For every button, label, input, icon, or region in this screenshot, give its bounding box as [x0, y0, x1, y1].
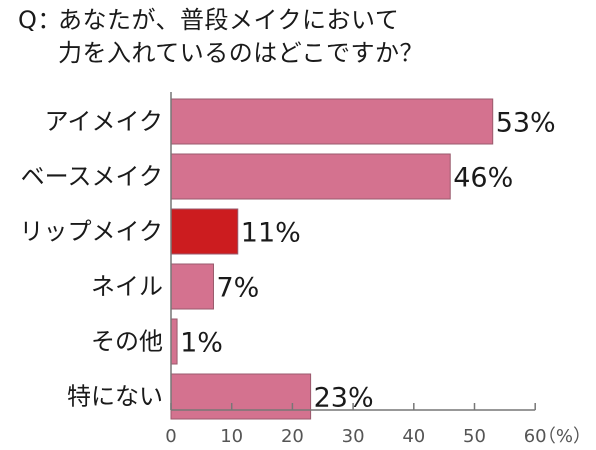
x-tick-label-20: 20 [281, 426, 304, 447]
value-label-3: 11% [241, 218, 301, 249]
bar-6 [170, 373, 312, 420]
value-label-5: 1% [180, 328, 223, 359]
x-tick-label-60: 60 [524, 426, 547, 447]
chart-title: Q： あなたが、普段メイクにおいて 力を入れているのはどこですか？ [18, 4, 588, 70]
category-label-6: 特にない [67, 383, 163, 411]
bar-5 [170, 318, 178, 365]
value-label-1: 53% [496, 108, 556, 139]
category-label-2: ベースメイク [21, 163, 163, 191]
x-tick-label-30: 30 [342, 426, 365, 447]
bar-3 [170, 208, 239, 255]
bar-4 [170, 263, 214, 310]
title-line-1: あなたが、普段メイクにおいて [58, 6, 400, 34]
title-prefix: Q： [18, 6, 62, 34]
category-label-4: ネイル [91, 273, 163, 301]
x-tick-label-50: 50 [463, 426, 486, 447]
x-tick-label-40: 40 [402, 426, 425, 447]
category-label-3: リップメイク [19, 218, 163, 246]
bar-2 [170, 153, 451, 200]
value-label-2: 46% [453, 163, 513, 194]
bar-1 [170, 98, 494, 145]
x-tick-label-10: 10 [220, 426, 243, 447]
category-label-5: その他 [91, 328, 163, 356]
x-tick-label-0: 0 [165, 426, 176, 447]
x-axis-unit: （%） [538, 426, 591, 447]
value-label-4: 7% [216, 273, 259, 304]
title-line-2: 力を入れているのはどこですか？ [58, 39, 425, 67]
category-label-1: アイメイク [45, 108, 163, 136]
value-label-6: 23% [314, 383, 374, 414]
